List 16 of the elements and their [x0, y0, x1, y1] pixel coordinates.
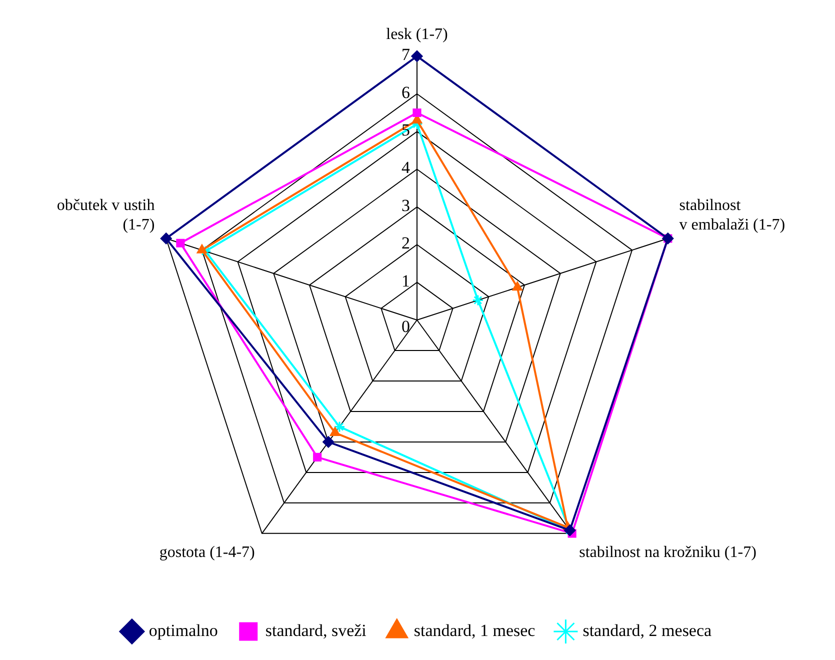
y-tick-label: 6 — [402, 82, 410, 102]
spoke-label: stabilnost v embalaži (1-7) — [679, 197, 786, 234]
legend-label: standard, 2 meseca — [582, 620, 712, 640]
legend-label: standard, sveži — [265, 620, 367, 640]
y-tick-label: 7 — [402, 45, 410, 64]
legend-label: standard, 1 mesec — [414, 620, 536, 640]
spoke-label: lesk (1-7) — [386, 26, 448, 43]
legend-label: optimalno — [148, 620, 218, 640]
spoke-label: občutek v ustih (1-7) — [56, 197, 155, 234]
y-tick-label: 1 — [402, 271, 410, 290]
y-tick-label: 2 — [402, 234, 410, 253]
spoke-label: gostota (1-4-7) — [159, 544, 255, 561]
y-tick-label: 3 — [402, 196, 410, 215]
y-tick-label: 4 — [402, 158, 410, 178]
y-tick-label: 0 — [402, 316, 410, 336]
spoke-label: stabilnost na krožniku (1-7) — [579, 544, 756, 561]
